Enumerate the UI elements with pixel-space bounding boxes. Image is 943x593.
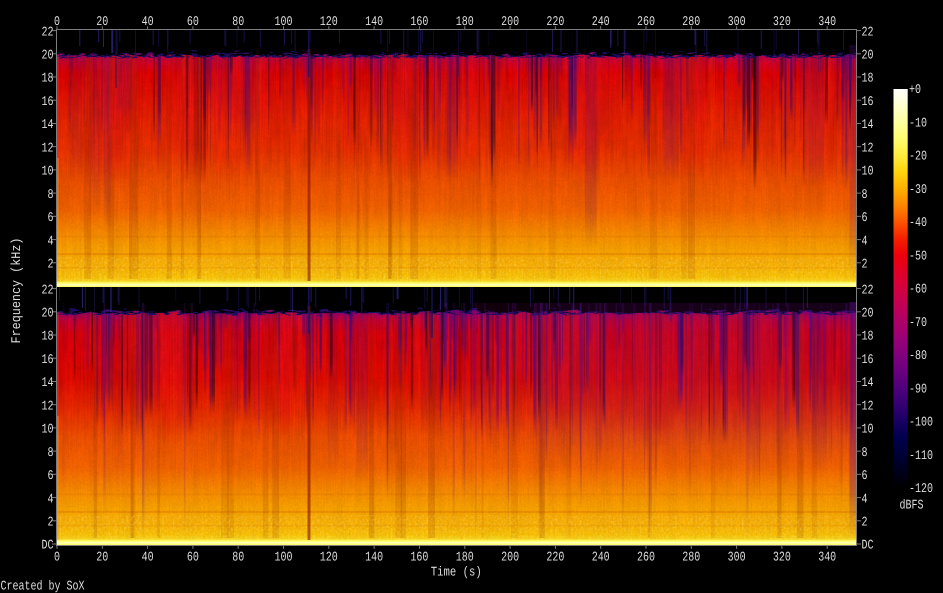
svg-text:40: 40 xyxy=(142,14,154,29)
svg-text:320: 320 xyxy=(773,549,791,564)
svg-text:DC: DC xyxy=(42,538,54,553)
svg-text:-120: -120 xyxy=(909,481,933,496)
svg-text:2: 2 xyxy=(48,515,54,530)
svg-text:300: 300 xyxy=(728,549,746,564)
svg-text:2: 2 xyxy=(862,257,868,272)
svg-text:20: 20 xyxy=(96,14,108,29)
svg-text:18: 18 xyxy=(862,329,874,344)
svg-text:20: 20 xyxy=(42,48,54,63)
svg-text:12: 12 xyxy=(862,398,874,413)
svg-text:12: 12 xyxy=(862,140,874,155)
svg-text:100: 100 xyxy=(275,549,293,564)
svg-text:280: 280 xyxy=(682,549,700,564)
svg-text:-70: -70 xyxy=(909,315,927,330)
svg-text:-100: -100 xyxy=(909,415,933,430)
svg-text:2: 2 xyxy=(862,515,868,530)
svg-text:Frequency (kHz): Frequency (kHz) xyxy=(9,238,24,344)
svg-text:dBFS: dBFS xyxy=(900,498,924,513)
svg-text:340: 340 xyxy=(818,14,836,29)
svg-text:60: 60 xyxy=(187,14,199,29)
svg-text:14: 14 xyxy=(862,117,874,132)
svg-text:-10: -10 xyxy=(909,116,927,131)
svg-text:20: 20 xyxy=(862,306,874,321)
svg-text:14: 14 xyxy=(42,375,54,390)
svg-text:4: 4 xyxy=(862,233,868,248)
svg-text:10: 10 xyxy=(42,422,54,437)
svg-text:160: 160 xyxy=(410,14,428,29)
svg-text:-20: -20 xyxy=(909,149,927,164)
svg-text:18: 18 xyxy=(42,71,54,86)
svg-text:280: 280 xyxy=(682,14,700,29)
svg-text:22: 22 xyxy=(42,282,54,297)
svg-text:Time (s): Time (s) xyxy=(431,565,482,580)
svg-text:16: 16 xyxy=(42,352,54,367)
svg-text:120: 120 xyxy=(320,549,338,564)
svg-text:4: 4 xyxy=(48,233,54,248)
svg-text:18: 18 xyxy=(862,71,874,86)
svg-text:20: 20 xyxy=(96,549,108,564)
svg-text:260: 260 xyxy=(637,14,655,29)
svg-text:200: 200 xyxy=(501,14,519,29)
svg-text:8: 8 xyxy=(862,187,868,202)
svg-text:160: 160 xyxy=(410,549,428,564)
svg-text:16: 16 xyxy=(862,94,874,109)
svg-text:240: 240 xyxy=(592,14,610,29)
svg-text:340: 340 xyxy=(818,549,836,564)
svg-text:10: 10 xyxy=(862,164,874,179)
svg-text:12: 12 xyxy=(42,398,54,413)
svg-text:4: 4 xyxy=(862,491,868,506)
svg-text:260: 260 xyxy=(637,549,655,564)
svg-text:20: 20 xyxy=(42,306,54,321)
svg-text:+0: +0 xyxy=(909,82,921,97)
svg-text:300: 300 xyxy=(728,14,746,29)
svg-text:80: 80 xyxy=(232,14,244,29)
svg-text:6: 6 xyxy=(862,210,868,225)
svg-text:2: 2 xyxy=(48,257,54,272)
svg-text:20: 20 xyxy=(862,48,874,63)
svg-text:14: 14 xyxy=(42,117,54,132)
svg-text:220: 220 xyxy=(546,14,564,29)
svg-text:-40: -40 xyxy=(909,215,927,230)
svg-text:240: 240 xyxy=(592,549,610,564)
svg-text:22: 22 xyxy=(862,24,874,39)
svg-text:-90: -90 xyxy=(909,381,927,396)
svg-text:-30: -30 xyxy=(909,182,927,197)
svg-text:0: 0 xyxy=(54,14,60,29)
svg-text:14: 14 xyxy=(862,375,874,390)
svg-text:10: 10 xyxy=(42,164,54,179)
svg-text:-50: -50 xyxy=(909,248,927,263)
svg-text:8: 8 xyxy=(48,445,54,460)
svg-text:-80: -80 xyxy=(909,348,927,363)
svg-text:320: 320 xyxy=(773,14,791,29)
svg-text:Created by SoX: Created by SoX xyxy=(1,579,85,593)
svg-text:200: 200 xyxy=(501,549,519,564)
svg-text:6: 6 xyxy=(48,210,54,225)
svg-text:10: 10 xyxy=(862,422,874,437)
svg-text:12: 12 xyxy=(42,140,54,155)
svg-text:8: 8 xyxy=(48,187,54,202)
svg-text:120: 120 xyxy=(320,14,338,29)
svg-text:80: 80 xyxy=(232,549,244,564)
svg-text:22: 22 xyxy=(42,24,54,39)
svg-text:0: 0 xyxy=(54,549,60,564)
svg-text:6: 6 xyxy=(862,468,868,483)
svg-text:140: 140 xyxy=(365,549,383,564)
svg-text:60: 60 xyxy=(187,549,199,564)
svg-text:16: 16 xyxy=(862,352,874,367)
svg-text:180: 180 xyxy=(456,549,474,564)
svg-text:8: 8 xyxy=(862,445,868,460)
svg-text:16: 16 xyxy=(42,94,54,109)
svg-text:40: 40 xyxy=(142,549,154,564)
svg-text:18: 18 xyxy=(42,329,54,344)
svg-text:-60: -60 xyxy=(909,282,927,297)
svg-text:22: 22 xyxy=(862,282,874,297)
svg-text:180: 180 xyxy=(456,14,474,29)
svg-text:-110: -110 xyxy=(909,448,933,463)
svg-text:220: 220 xyxy=(546,549,564,564)
svg-text:4: 4 xyxy=(48,491,54,506)
svg-text:DC: DC xyxy=(862,538,874,553)
svg-text:100: 100 xyxy=(275,14,293,29)
svg-text:140: 140 xyxy=(365,14,383,29)
svg-text:6: 6 xyxy=(48,468,54,483)
